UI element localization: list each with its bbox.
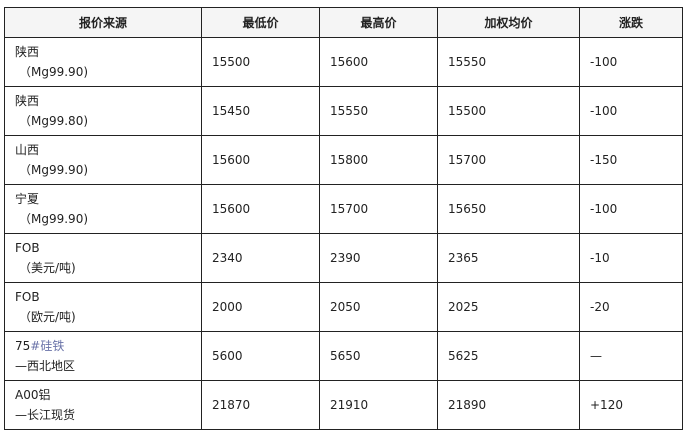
header-change: 涨跌 xyxy=(579,7,683,38)
source-detail: （Mg99.90) xyxy=(19,65,89,79)
cell-low: 15600 xyxy=(201,184,320,234)
source-name-accent: #硅铁 xyxy=(30,339,65,353)
cell-source: FOB （欧元/吨) xyxy=(4,282,202,332)
cell-source: FOB （美元/吨) xyxy=(4,233,202,283)
cell-change: +120 xyxy=(579,380,683,430)
cell-low: 2340 xyxy=(201,233,320,283)
table-row: 75#硅铁 —西北地区 5600 5650 5625— xyxy=(4,331,683,381)
table-row: 陕西 （Mg99.80) 15450 15550 15500 -100 xyxy=(4,86,683,136)
cell-change: -150 xyxy=(579,135,683,185)
cell-high: 2390 xyxy=(319,233,438,283)
cell-source: 75#硅铁 —西北地区 xyxy=(4,331,202,381)
source-name: 山西 xyxy=(15,143,40,157)
header-row: 报价来源 最低价 最高价 加权均价 涨跌 xyxy=(4,7,683,38)
source-detail: （美元/吨) xyxy=(19,261,76,275)
source-name: 宁夏 xyxy=(15,192,40,206)
table-row: 陕西 （Mg99.90) 15500 15600 15550 -100 xyxy=(4,37,683,87)
cell-high: 5650 xyxy=(319,331,438,381)
cell-high: 15600 xyxy=(319,37,438,87)
cell-source: 陕西 （Mg99.90) xyxy=(4,37,202,87)
cell-source: 宁夏 （Mg99.90) xyxy=(4,184,202,234)
cell-change: — xyxy=(579,331,683,381)
cell-change: -10 xyxy=(579,233,683,283)
source-name: FOB xyxy=(15,241,40,255)
cell-avg: 15700 xyxy=(437,135,580,185)
cell-avg: 2365 xyxy=(437,233,580,283)
cell-avg: 15650 xyxy=(437,184,580,234)
cell-source: A00铝 —长江现货 xyxy=(4,380,202,430)
cell-change: -20 xyxy=(579,282,683,332)
header-high: 最高价 xyxy=(319,7,438,38)
source-detail: （Mg99.90) xyxy=(19,212,89,226)
table-row: FOB （欧元/吨) 2000 2050 2025 -20 xyxy=(4,282,683,332)
cell-low: 15600 xyxy=(201,135,320,185)
header-source: 报价来源 xyxy=(4,7,202,38)
source-name: 陕西 xyxy=(15,45,40,59)
source-detail: （Mg99.90) xyxy=(19,163,89,177)
table-row: FOB （美元/吨) 2340 2390 2365 -10 xyxy=(4,233,683,283)
source-name: A00铝 xyxy=(15,388,51,402)
source-name: 75 xyxy=(15,339,31,353)
cell-low: 5600 xyxy=(201,331,320,381)
table-row: 山西 （Mg99.90) 15600 15800 15700 -150 xyxy=(4,135,683,185)
table-row: 宁夏 （Mg99.90) 15600 15700 15650 -100 xyxy=(4,184,683,234)
source-detail: —长江现货 xyxy=(15,408,76,422)
cell-change: -100 xyxy=(579,37,683,87)
cell-avg: 2025 xyxy=(437,282,580,332)
cell-low: 2000 xyxy=(201,282,320,332)
cell-high: 21910 xyxy=(319,380,438,430)
price-table: 报价来源 最低价 最高价 加权均价 涨跌 陕西 （Mg99.90) 15500 156… xyxy=(4,7,683,430)
header-low: 最低价 xyxy=(201,7,320,38)
cell-source: 山西 （Mg99.90) xyxy=(4,135,202,185)
cell-change: -100 xyxy=(579,86,683,136)
cell-high: 15700 xyxy=(319,184,438,234)
cell-avg: 21890 xyxy=(437,380,580,430)
cell-avg: 15500 xyxy=(437,86,580,136)
source-detail: （Mg99.80) xyxy=(19,114,89,128)
cell-change: -100 xyxy=(579,184,683,234)
cell-low: 15500 xyxy=(201,37,320,87)
source-detail: （欧元/吨) xyxy=(19,310,76,324)
cell-low: 21870 xyxy=(201,380,320,430)
cell-high: 15800 xyxy=(319,135,438,185)
cell-avg: 5625 xyxy=(437,331,580,381)
source-detail: —西北地区 xyxy=(15,359,76,373)
cell-low: 15450 xyxy=(201,86,320,136)
source-name: 陕西 xyxy=(15,94,40,108)
cell-high: 2050 xyxy=(319,282,438,332)
cell-avg: 15550 xyxy=(437,37,580,87)
source-name: FOB xyxy=(15,290,40,304)
cell-high: 15550 xyxy=(319,86,438,136)
table-row: A00铝 —长江现货 21870 21910 21890 +120 xyxy=(4,380,683,430)
header-avg: 加权均价 xyxy=(437,7,580,38)
cell-source: 陕西 （Mg99.80) xyxy=(4,86,202,136)
